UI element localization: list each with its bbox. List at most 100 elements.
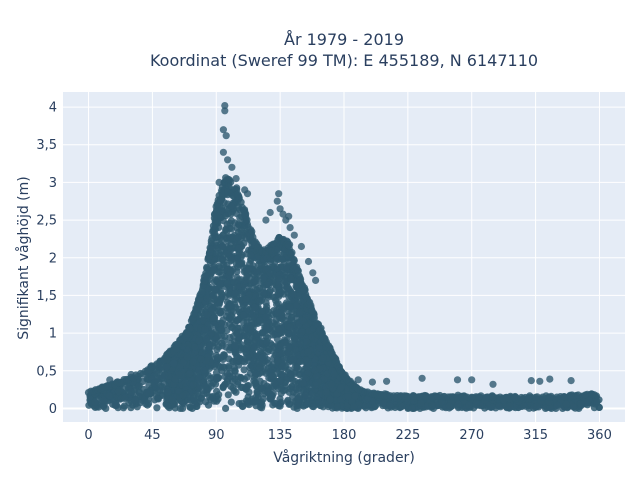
data-point [344,393,352,401]
data-point [210,295,218,303]
chart-title-line2: Koordinat (Sweref 99 TM): E 455189, N 61… [150,51,538,70]
data-point [191,343,199,351]
data-point [293,364,301,372]
data-point [217,289,225,298]
outlier-point [243,190,252,198]
data-point [212,208,220,216]
data-point [194,389,202,397]
outlier-point [453,376,462,384]
data-point [283,398,291,406]
data-point [276,377,284,385]
x-tick-label: 225 [395,428,420,443]
x-tick-labels: 0 45 90 135 180 225 270 315 360 [84,428,611,443]
data-point [225,176,234,184]
data-point [296,392,304,400]
data-point [255,364,263,372]
data-point [247,251,255,259]
data-point [224,391,232,399]
data-point [289,376,297,384]
data-point [231,289,239,297]
data-point [482,393,490,401]
data-point [203,311,211,319]
data-point [176,363,184,371]
data-point [206,393,214,401]
data-point [278,362,286,370]
outlier-point [262,216,270,224]
data-point [475,393,483,401]
data-point [120,394,129,402]
data-point [234,373,242,381]
data-point [213,375,221,383]
y-tick-label: 2,5 [36,214,57,229]
data-point [299,379,307,387]
x-tick-label: 0 [84,428,92,443]
data-point [189,381,197,389]
data-point [275,275,283,283]
data-point [189,358,197,366]
chart-title-line1: År 1979 - 2019 [284,30,404,49]
data-point [263,338,271,346]
data-point [286,303,294,311]
data-point [319,354,327,362]
data-point [271,379,279,387]
x-tick-label: 360 [587,428,612,443]
x-tick-label: 90 [208,428,225,443]
outlier-point [275,190,283,198]
data-point [277,314,285,322]
data-point [164,372,173,380]
data-point [215,343,223,351]
data-point [337,384,345,392]
outlier-point [285,212,293,220]
outlier-point [222,132,230,140]
data-point [259,275,267,283]
data-point [215,391,223,399]
data-point [186,370,194,378]
data-point [503,394,511,402]
data-point [337,396,345,404]
x-tick-label: 315 [523,428,548,443]
data-point [320,375,328,383]
data-point [137,399,145,407]
data-point [243,344,251,352]
y-tick-label: 3,5 [36,138,57,153]
data-point [223,369,231,378]
outlier-point [468,376,476,384]
data-point [290,257,298,265]
data-point [206,380,214,388]
data-point [290,335,299,343]
data-point [445,402,453,410]
data-point [517,393,526,402]
data-point [225,362,233,370]
data-point [203,263,211,271]
data-point [277,342,285,350]
outlier-point [266,208,274,217]
outlier-point [418,374,426,382]
data-point [114,388,123,396]
data-point [298,328,306,336]
data-point [100,396,108,404]
data-point [145,400,153,408]
data-point [262,313,270,321]
data-point [546,404,554,412]
data-point [211,321,219,329]
data-point [183,353,191,361]
data-point [553,393,561,401]
data-point [422,392,430,401]
outlier-point [221,102,229,110]
data-point [164,402,172,410]
data-point [315,399,323,407]
data-point [151,396,159,404]
data-point [567,392,575,400]
data-point [588,390,597,399]
data-point [294,399,302,407]
data-point [216,307,224,315]
data-point [216,280,224,288]
y-tick-label: 2 [49,251,57,266]
data-point [304,348,312,356]
data-point [287,370,295,378]
data-point [244,266,253,274]
data-point [127,404,135,412]
data-point [217,196,225,205]
data-point [278,255,286,264]
data-point [302,391,310,399]
